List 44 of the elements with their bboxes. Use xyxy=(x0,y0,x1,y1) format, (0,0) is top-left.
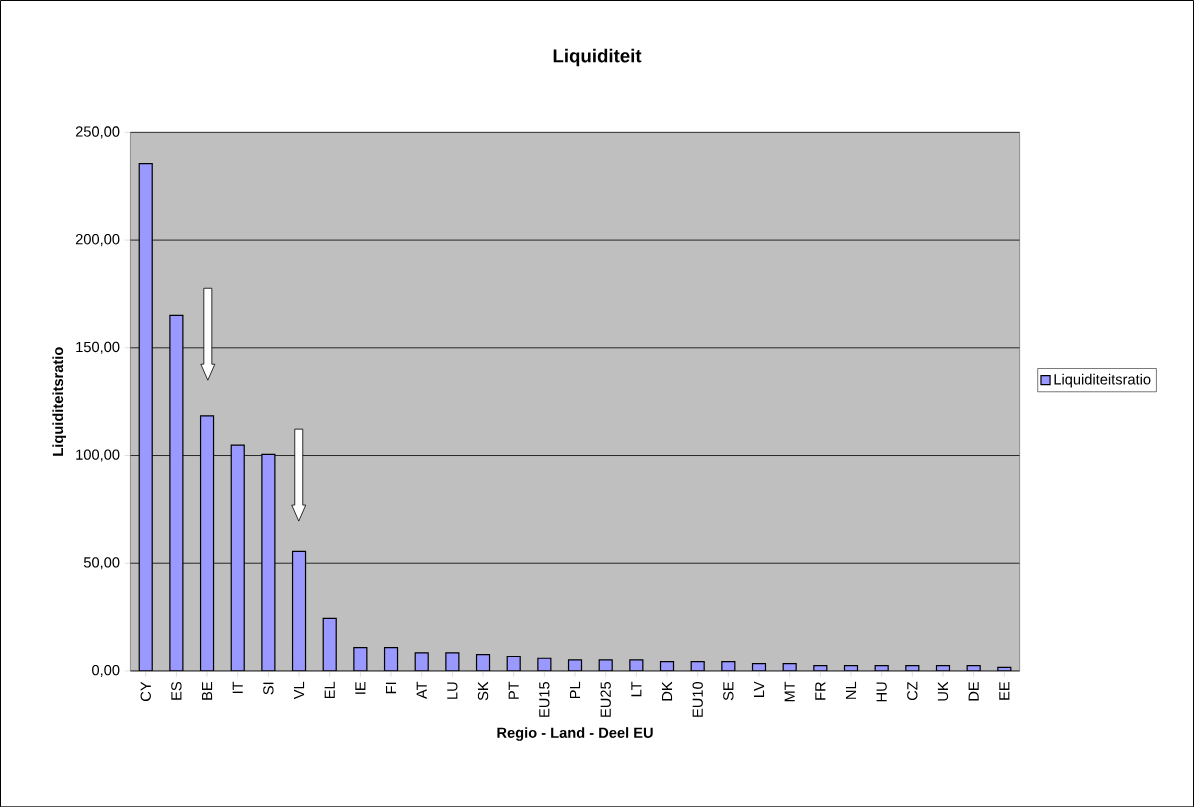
x-tick-label: PT xyxy=(508,681,519,699)
x-tick-label: HU xyxy=(876,682,887,702)
x-tick-label: NL xyxy=(845,681,857,699)
x-tick-label: CZ xyxy=(907,681,918,700)
x-tick-label: AT xyxy=(416,681,427,699)
x-tick-label: VL xyxy=(294,681,305,700)
x-tick-label: EU15 xyxy=(539,681,550,717)
bar xyxy=(138,162,153,671)
x-tick-label: DK xyxy=(661,681,673,701)
x-tick-label: LU xyxy=(447,682,458,699)
x-axis-title: Regio - Land - Deel EU xyxy=(497,726,653,741)
bar xyxy=(322,617,337,671)
x-tick-label: SK xyxy=(477,681,489,701)
legend-label: Liquiditeitsratio xyxy=(1054,373,1151,388)
x-tick-label: SE xyxy=(723,681,734,701)
bar xyxy=(291,550,307,671)
x-tick-label: EL xyxy=(324,681,335,698)
y-axis-title: Liquiditeitsratio xyxy=(52,347,67,456)
x-tick-label: LT xyxy=(631,681,642,696)
y-tick-label: 150,00 xyxy=(76,341,120,354)
x-tick-label: BE xyxy=(202,681,213,700)
x-tick-label: CY xyxy=(140,681,151,701)
x-tick-label: SI xyxy=(263,682,274,695)
bar xyxy=(199,415,215,671)
x-tick-label: EU10 xyxy=(692,681,703,717)
x-tick-label: DE xyxy=(968,681,979,701)
y-tick-label: 250,00 xyxy=(75,126,120,139)
y-tick-label: 100,00 xyxy=(76,449,120,462)
x-tick-label: FR xyxy=(815,681,826,700)
x-tick-label: IT xyxy=(232,681,243,693)
chart-title: Liquiditeit xyxy=(553,48,642,66)
y-tick-label: 0,00 xyxy=(92,664,120,677)
x-tick-label: IE xyxy=(355,681,366,694)
y-tick-label: 200,00 xyxy=(75,233,120,246)
x-tick-label: UK xyxy=(937,681,949,701)
x-tick-label: FI xyxy=(386,682,397,693)
bar xyxy=(230,444,245,671)
y-tick-label: 50,00 xyxy=(83,557,120,570)
x-tick-label: ES xyxy=(171,681,182,700)
x-tick-label: MT xyxy=(784,681,795,702)
x-tick-label: PL xyxy=(569,681,581,698)
x-tick-label: LV xyxy=(753,681,765,697)
x-tick-label: EE xyxy=(999,681,1010,700)
x-tick-label: EU25 xyxy=(600,681,611,717)
